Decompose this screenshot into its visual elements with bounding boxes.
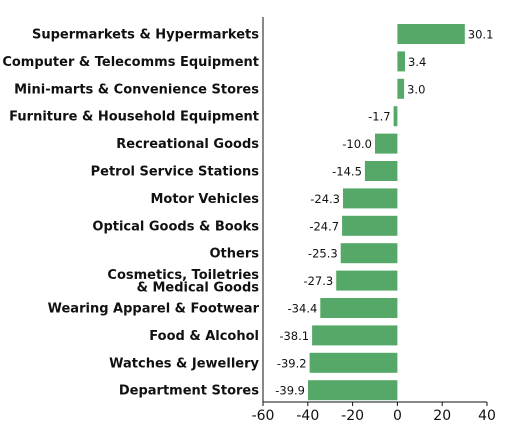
category-label-department-stores: Department Stores	[119, 384, 259, 399]
category-label-motor-vehicles: Motor Vehicles	[150, 192, 259, 207]
value-label-wearing-apparel-and-footwear: -34.4	[288, 302, 318, 316]
value-label-motor-vehicles: -24.3	[310, 192, 340, 206]
bar-food-and-alcohol	[312, 325, 398, 346]
category-label-optical-goods-and-books: Optical Goods & Books	[92, 219, 259, 234]
x-tick-label: 40	[478, 408, 496, 424]
value-label-department-stores: -39.9	[275, 384, 305, 398]
category-label-furniture-and-household-equipment: Furniture & Household Equipment	[9, 110, 259, 125]
value-label-supermarkets-and-hypermarkets: 30.1	[468, 28, 494, 42]
value-label-others: -25.3	[308, 247, 338, 261]
bar-cosmetics-toiletries-and-medical-goods	[336, 270, 398, 291]
category-label-supermarkets-and-hypermarkets: Supermarkets & Hypermarkets	[32, 28, 259, 43]
value-label-recreational-goods: -10.0	[342, 137, 372, 151]
category-label-computer-and-telecomms-equipment: Computer & Telecomms Equipment	[2, 55, 259, 70]
x-tick-label: -40	[296, 408, 319, 424]
x-tick-label: -20	[341, 408, 364, 424]
axes-group: -60 -40 -20 0 20 40	[252, 17, 496, 424]
category-label-mini-marts-and-convenience-stores: Mini-marts & Convenience Stores	[14, 82, 259, 97]
bar-furniture-and-household-equipment	[393, 106, 398, 127]
value-label-petrol-service-stations: -14.5	[332, 165, 362, 179]
value-labels-group: 30.1 3.4 3.0 -1.7 -10.0 -14.5 -24.3 -24.7 -25.3 -…	[275, 28, 493, 398]
bar-motor-vehicles	[343, 188, 398, 209]
bar-computer-and-telecomms-equipment	[397, 51, 405, 72]
bar-petrol-service-stations	[364, 161, 398, 181]
bar-department-stores	[308, 380, 398, 401]
bars-group	[308, 24, 465, 401]
category-label-wearing-apparel-and-footwear: Wearing Apparel & Footwear	[48, 302, 260, 317]
x-tick-label: 0	[393, 408, 402, 424]
value-label-cosmetics-toiletries-and-medical-goods: -27.3	[303, 274, 333, 288]
value-label-computer-and-telecomms-equipment: 3.4	[408, 55, 426, 69]
bar-watches-and-jewellery	[309, 352, 398, 373]
category-label-cosmetics-toiletries-and-medical-goods: Cosmetics, Toiletries & Medical Goods	[107, 268, 259, 296]
value-label-furniture-and-household-equipment: -1.7	[368, 110, 390, 124]
value-label-mini-marts-and-convenience-stores: 3.0	[407, 82, 425, 96]
value-label-optical-goods-and-books: -24.7	[309, 219, 339, 233]
category-label-food-and-alcohol: Food & Alcohol	[149, 329, 259, 344]
bar-wearing-apparel-and-footwear	[320, 298, 398, 318]
value-label-food-and-alcohol: -38.1	[279, 329, 309, 343]
category-label-watches-and-jewellery: Watches & Jewellery	[109, 356, 259, 371]
category-labels-group: Supermarkets & Hypermarkets Computer & Te…	[2, 28, 259, 399]
bar-optical-goods-and-books	[342, 215, 398, 236]
bar-others	[340, 243, 398, 264]
bar-mini-marts-and-convenience-stores	[397, 78, 405, 99]
category-label-recreational-goods: Recreational Goods	[116, 137, 259, 152]
x-tick-label: 20	[433, 408, 451, 424]
bar-supermarkets-and-hypermarkets	[397, 24, 465, 44]
category-label-others: Others	[210, 247, 260, 262]
x-tick-label: -60	[252, 408, 275, 424]
category-label-petrol-service-stations: Petrol Service Stations	[91, 165, 260, 180]
bar-recreational-goods	[375, 133, 398, 154]
value-label-watches-and-jewellery: -39.2	[277, 356, 307, 370]
